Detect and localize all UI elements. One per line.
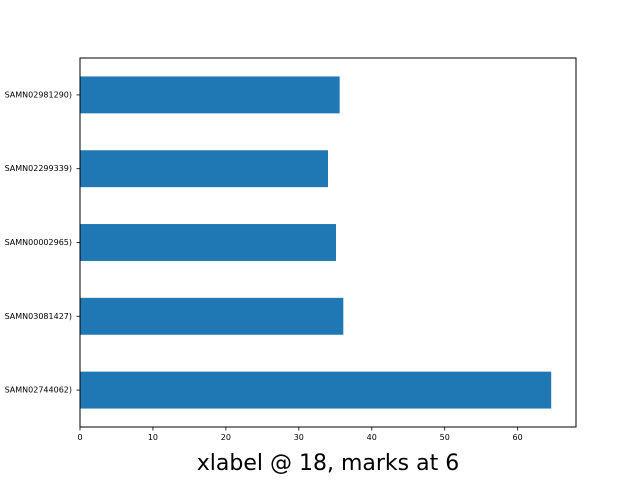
y-tick-label: SAMN02744062) xyxy=(5,386,72,395)
x-tick-label: 60 xyxy=(513,433,523,442)
x-tick-label: 0 xyxy=(77,433,82,442)
y-axis-ticks: SAMN02981290) SAMN02299339) SAMN00002965) S… xyxy=(5,90,80,395)
bars-group xyxy=(80,76,552,409)
y-tick-label: SAMN02981290) xyxy=(5,90,72,99)
x-axis-ticks: 0 10 20 30 40 50 60 xyxy=(77,427,523,442)
y-tick-label: SAMN03081427) xyxy=(5,312,72,321)
x-tick-label: 40 xyxy=(367,433,377,442)
x-tick-label: 30 xyxy=(294,433,304,442)
y-tick-label: SAMN02299339) xyxy=(5,164,72,173)
y-tick-label: SAMN00002965) xyxy=(5,238,72,247)
x-axis-label: xlabel @ 18, marks at 6 xyxy=(197,451,459,476)
bar xyxy=(80,150,328,188)
x-tick-label: 50 xyxy=(440,433,450,442)
bar xyxy=(80,224,337,261)
x-tick-label: 10 xyxy=(148,433,158,442)
bar xyxy=(80,76,340,114)
x-tick-label: 20 xyxy=(221,433,231,442)
bar xyxy=(80,297,344,335)
bar xyxy=(80,371,552,409)
